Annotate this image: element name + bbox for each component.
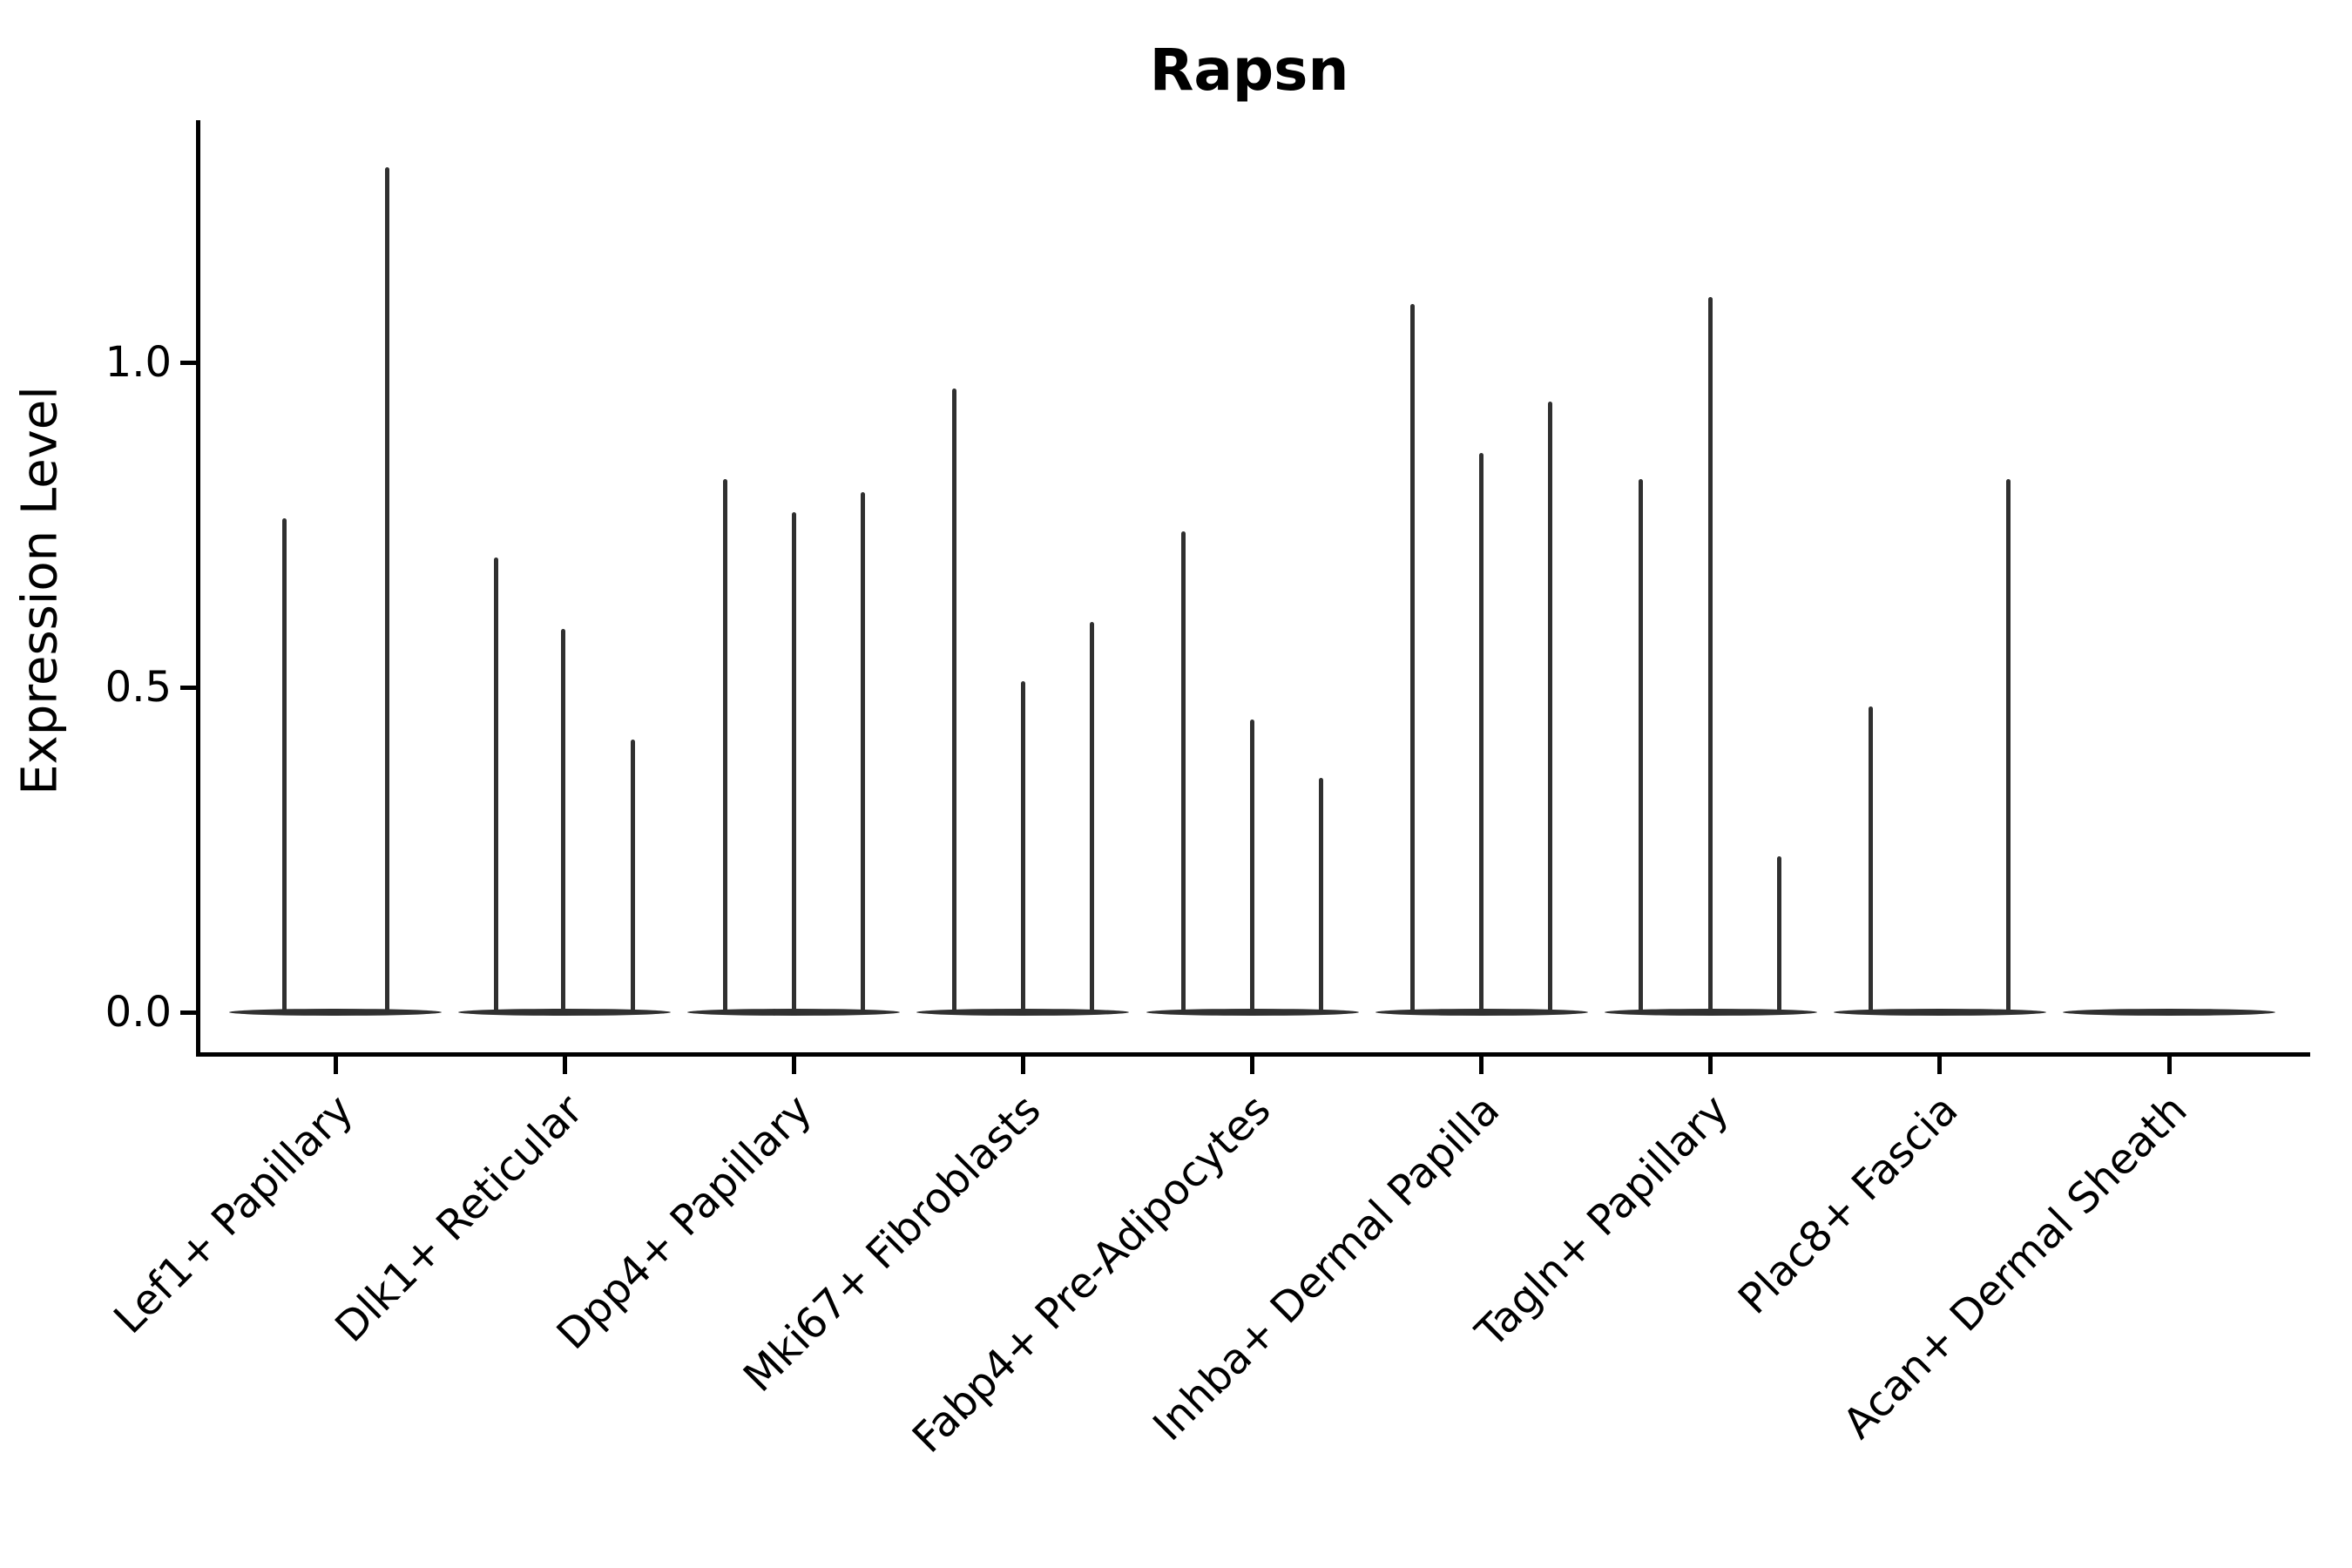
violin-baseline [2063,1009,2275,1016]
violin-spike [1548,401,1553,1012]
violin-spike [1708,297,1713,1012]
y-tick-mark [180,360,198,365]
chart-title: Rapsn [1149,37,1349,104]
violin-spike [493,557,498,1012]
x-tick-mark [1020,1057,1025,1074]
y-tick-mark [180,1010,198,1015]
violin-spike [560,628,565,1012]
violin-spike [791,511,796,1012]
y-axis-spine [196,120,200,1057]
violin-spike [2006,479,2011,1012]
x-tick-mark [333,1057,338,1074]
violin-spike [860,492,865,1012]
y-tick-mark [180,685,198,690]
y-tick-label: 0.5 [105,663,172,712]
violin-baseline [458,1009,672,1016]
violin-baseline [1375,1009,1588,1016]
violin-spike [1250,720,1254,1012]
violin-spike [1020,680,1025,1012]
x-tick-label: Plac8+ Fascia [1728,1085,1968,1324]
violin-spike [1181,531,1186,1012]
violin-spike [1089,622,1094,1012]
violin-spike [1777,855,1782,1012]
x-tick-mark [562,1057,567,1074]
y-axis-label: Expression Level [11,386,69,795]
x-tick-label: Dlk1+ Reticular [326,1085,592,1352]
x-tick-label: Tagln+ Papillary [1466,1085,1739,1357]
violin-spike [1869,706,1874,1012]
x-tick-mark [791,1057,796,1074]
violin-spike [281,518,287,1012]
x-tick-label: Dpp4+ Papillary [547,1085,821,1360]
violin-spike [1410,303,1416,1012]
x-tick-mark [1250,1057,1254,1074]
violin-baseline [1604,1009,1817,1016]
violin-baseline [916,1009,1130,1016]
x-axis-spine [196,1052,2310,1057]
violin-spike [1319,778,1323,1012]
violin-baseline [1833,1009,2046,1016]
violin-spike [1479,453,1484,1012]
x-tick-label: Lef1+ Papillary [105,1085,363,1343]
violin-baseline [229,1009,442,1016]
violin-spike [630,739,635,1012]
x-tick-mark [1479,1057,1484,1074]
x-tick-mark [1937,1057,1943,1074]
y-tick-label: 1.0 [105,338,172,387]
violin-baseline [1146,1009,1359,1016]
y-tick-label: 0.0 [105,988,172,1037]
violin-spike [1639,479,1644,1012]
x-tick-mark [1708,1057,1713,1074]
violin-spike [384,167,389,1012]
violin-baseline [687,1009,901,1016]
violin-spike [722,479,727,1012]
x-tick-mark [2166,1057,2172,1074]
violin-spike [951,388,956,1012]
